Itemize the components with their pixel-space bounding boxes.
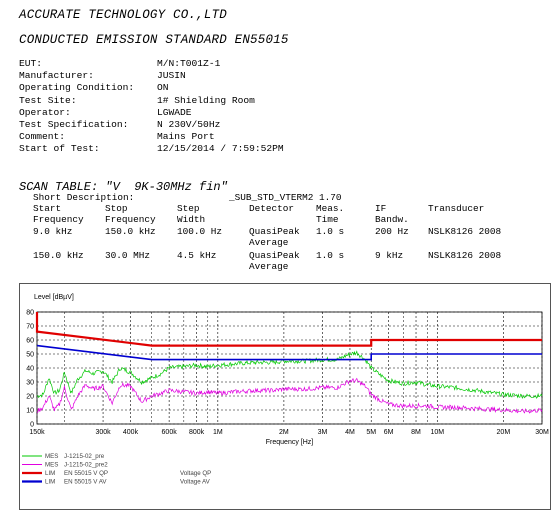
- info-label: Comment:: [19, 131, 66, 143]
- col-stop-header-2: Frequency: [105, 214, 156, 225]
- legend-kind-4: LIM: [45, 479, 55, 486]
- col-meas-header-1: Meas.: [316, 203, 345, 214]
- x-tick-label: 20M: [497, 429, 511, 436]
- x-tick-label: 400k: [123, 429, 139, 436]
- y-tick-label: 80: [26, 310, 34, 317]
- y-tick-label: 40: [26, 366, 34, 373]
- row2-meas: 1.0 s: [316, 250, 345, 261]
- x-tick-label: 1M: [213, 429, 223, 436]
- scan-table-title: SCAN TABLE: "V 9K-30MHz fin": [19, 180, 228, 194]
- legend-note-4: Voltage AV: [180, 479, 211, 486]
- col-step-header-2: Width: [177, 214, 206, 225]
- row2-transducer: NSLK8126 2008: [428, 250, 502, 261]
- row2-detector-2: Average: [249, 261, 289, 272]
- x-axis-label: Frequency [Hz]: [266, 439, 314, 446]
- row1-transducer: NSLK8126 2008: [428, 226, 502, 237]
- y-tick-label: 70: [26, 324, 34, 331]
- standard-title: CONDUCTED EMISSION STANDARD EN55015: [19, 33, 289, 47]
- col-meas-header-2: Time: [316, 214, 339, 225]
- y-tick-label: 60: [26, 338, 34, 345]
- row1-detector-1: QuasiPeak: [249, 226, 300, 237]
- short-description-value: _SUB_STD_VTERM2 1.70: [229, 192, 342, 203]
- legend-kind-3: LIM: [45, 470, 55, 477]
- x-tick-label: 5M: [366, 429, 376, 436]
- info-label: Test Specification:: [19, 118, 129, 130]
- col-detector-header: Detector: [249, 203, 295, 214]
- info-label: Test Site:: [19, 94, 77, 106]
- info-label: EUT:: [19, 58, 43, 69]
- info-value: N 230V/50Hz: [157, 118, 221, 130]
- plot-area: [36, 311, 543, 425]
- info-value: LGWADE: [157, 106, 192, 118]
- x-tick-label: 3M: [318, 429, 328, 436]
- x-tick-label: 600k: [162, 429, 178, 436]
- y-tick-label: 0: [30, 422, 34, 429]
- col-step-header-1: Step: [177, 203, 200, 214]
- x-tick-label: 2M: [279, 429, 289, 436]
- col-if-header-1: IF: [375, 203, 387, 214]
- row2-if: 9 kHz: [375, 250, 404, 261]
- row2-start: 150.0 kHz: [33, 250, 84, 261]
- info-label: Operating Condition:: [19, 82, 135, 94]
- row1-start: 9.0 kHz: [33, 226, 73, 237]
- row1-step: 100.0 Hz: [177, 226, 223, 237]
- col-start-header-2: Frequency: [33, 214, 84, 225]
- row1-meas: 1.0 s: [316, 226, 345, 237]
- legend-name-1: J-1215-02_pre: [64, 453, 105, 460]
- x-tick-label: 150k: [29, 429, 45, 436]
- x-tick-label: 300k: [95, 429, 111, 436]
- x-tick-label: 4M: [345, 429, 355, 436]
- company-name: ACCURATE TECHNOLOGY CO.,LTD: [19, 8, 227, 22]
- info-value: ON: [157, 82, 169, 94]
- x-tick-label: 10M: [430, 429, 444, 436]
- legend-note-3: Voltage QP: [180, 470, 211, 477]
- y-tick-label: 20: [26, 394, 34, 401]
- info-value: JUSIN: [157, 70, 186, 82]
- x-tick-label: 30M: [535, 429, 549, 436]
- series-line-2: [36, 377, 543, 414]
- x-tick-label: 800k: [189, 429, 205, 436]
- series-line-1: [36, 350, 543, 399]
- row2-detector-1: QuasiPeak: [249, 250, 300, 261]
- info-label: Start of Test:: [19, 143, 100, 155]
- series-line-4: [36, 344, 542, 361]
- x-tick-label: 6M: [384, 429, 394, 436]
- legend-name-4: EN 55015 V AV: [64, 479, 107, 486]
- info-value: Mains Port: [157, 131, 215, 143]
- row1-if: 200 Hz: [375, 226, 409, 237]
- legend-kind-2: MES: [45, 462, 58, 469]
- col-stop-header-1: Stop: [105, 203, 128, 214]
- short-description-label: Short Description:: [33, 192, 135, 203]
- info-value: M/N:T001Z-1: [157, 58, 221, 69]
- info-value: 12/15/2014 / 7:59:52PM: [157, 143, 284, 155]
- info-label: Operator:: [19, 106, 71, 118]
- y-tick-label: 10: [26, 408, 34, 415]
- x-tick-label: 8M: [411, 429, 421, 436]
- row1-detector-2: Average: [249, 237, 289, 248]
- info-value: 1# Shielding Room: [157, 94, 255, 106]
- y-axis-label: Level [dBµV]: [34, 294, 74, 301]
- y-tick-label: 30: [26, 380, 34, 387]
- row2-stop: 30.0 MHz: [105, 250, 151, 261]
- legend-name-3: EN 55015 V QP: [64, 470, 108, 477]
- series-line-3: [35, 312, 542, 347]
- chart-frame: Level [dBµV] 0 10 20 30 40 50 60 70 80 150k 300k 400…: [19, 283, 551, 510]
- row2-step: 4.5 kHz: [177, 250, 217, 261]
- y-tick-label: 50: [26, 352, 34, 359]
- info-label: Manufacturer:: [19, 70, 94, 82]
- emission-chart: Level [dBµV] 0 10 20 30 40 50 60 70 80 150k 300k 400…: [22, 294, 549, 486]
- legend-name-2: J-1215-02_pre2: [64, 462, 108, 469]
- col-if-header-2: Bandw.: [375, 214, 409, 225]
- row1-stop: 150.0 kHz: [105, 226, 156, 237]
- col-transducer-header: Transducer: [428, 203, 485, 214]
- legend-kind-1: MES: [45, 453, 58, 460]
- col-start-header-1: Start: [33, 203, 62, 214]
